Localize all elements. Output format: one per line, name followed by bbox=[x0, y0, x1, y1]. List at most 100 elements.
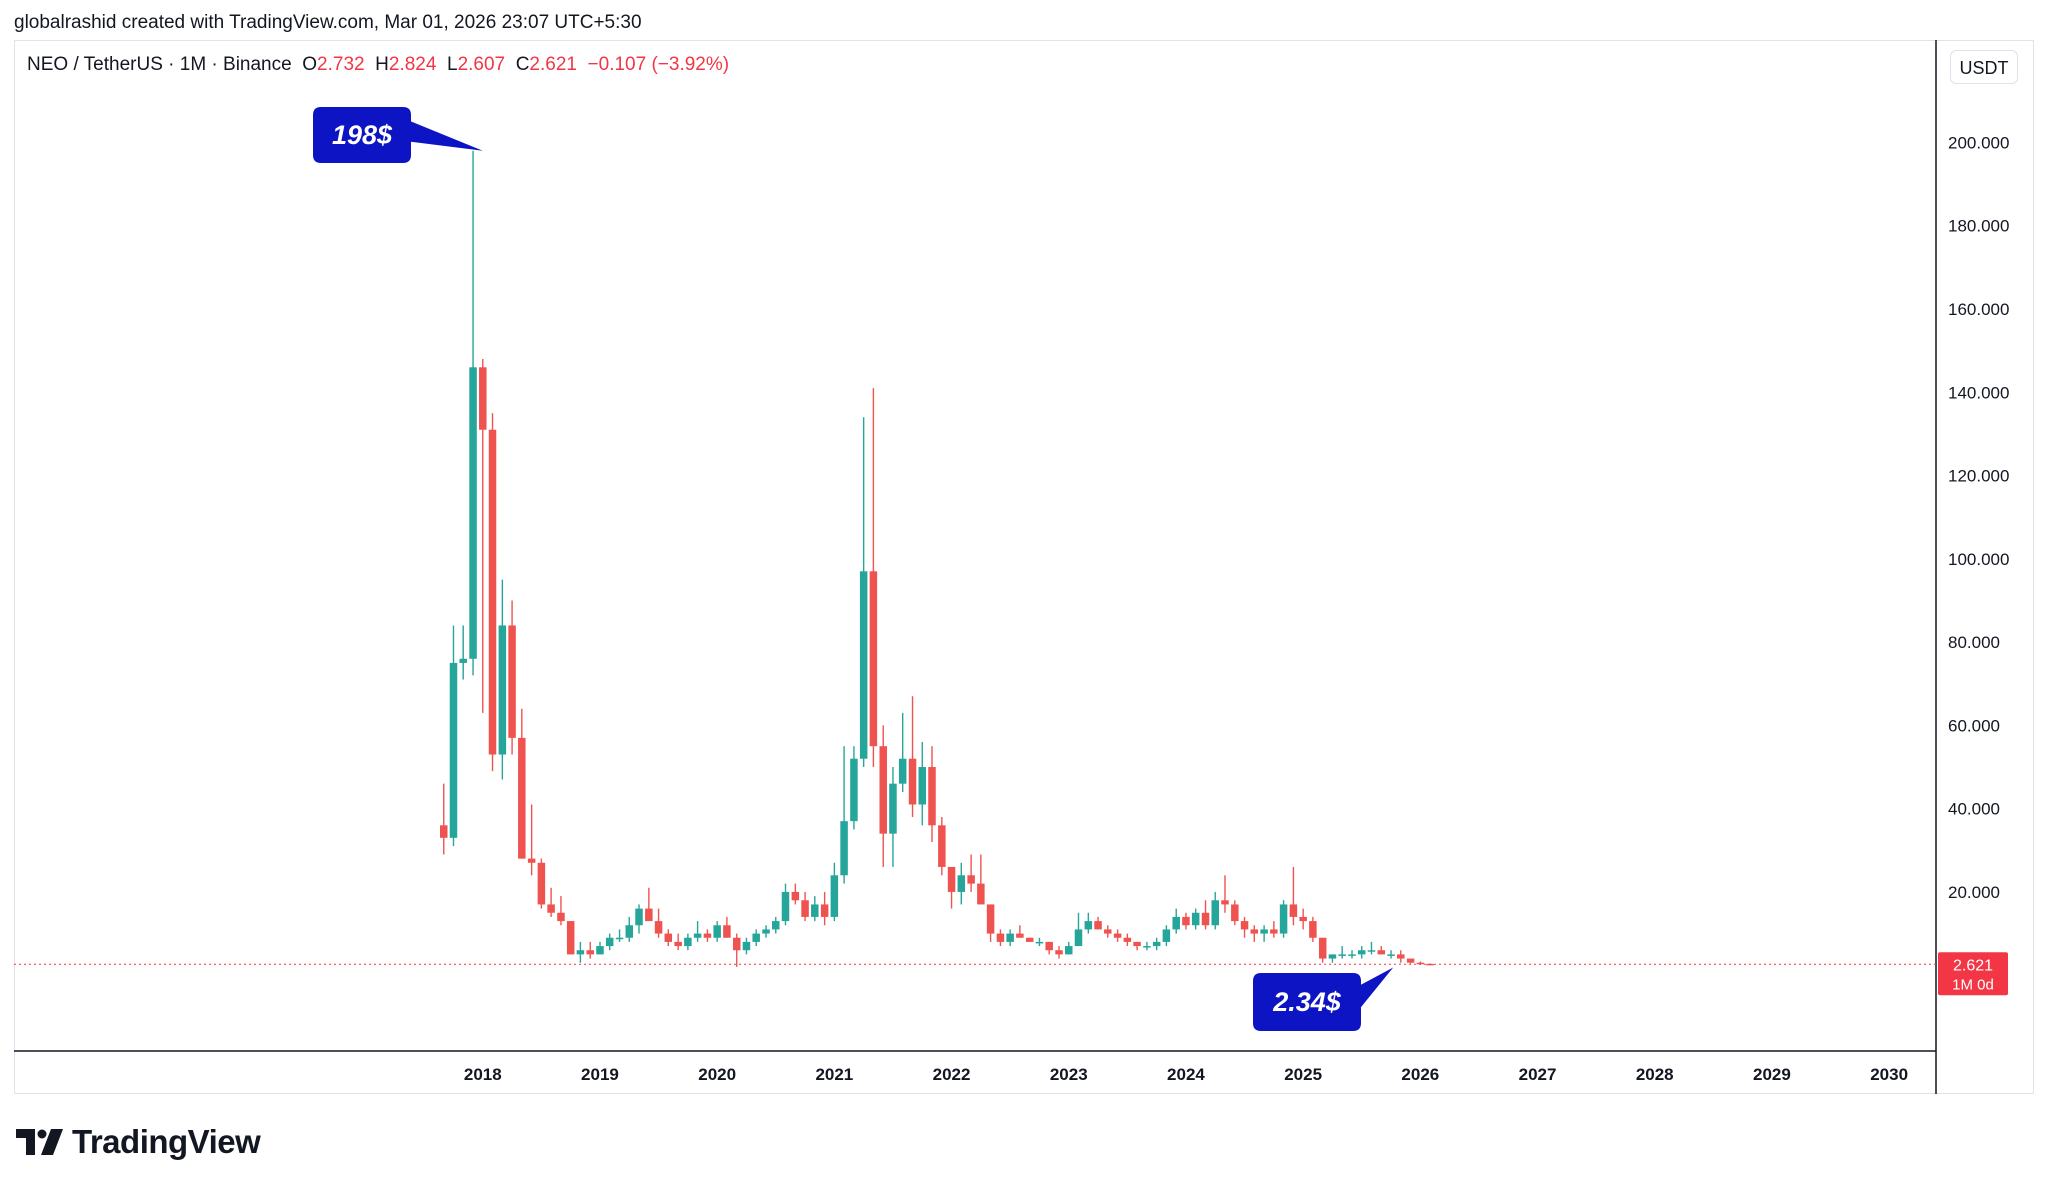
candle-body bbox=[742, 941, 751, 951]
candle-body bbox=[1357, 950, 1366, 955]
candle-body bbox=[1211, 900, 1219, 926]
candle-body bbox=[615, 937, 624, 940]
time-tick-label: 2023 bbox=[1050, 1065, 1088, 1084]
candle-body bbox=[664, 933, 673, 942]
candle-body bbox=[928, 767, 936, 826]
symbol-legend[interactable]: NEO / TetherUS · 1M · Binance O2.732 H2.… bbox=[27, 54, 729, 76]
ath-callout-label: 198$ bbox=[332, 120, 393, 150]
candle-body bbox=[674, 941, 682, 947]
time-tick-label: 2019 bbox=[581, 1065, 619, 1084]
candle-body bbox=[576, 950, 585, 955]
candle-body bbox=[645, 908, 653, 922]
last-price-value: 2.621 bbox=[1953, 957, 1993, 974]
candle-body bbox=[684, 937, 692, 947]
candle-body bbox=[625, 925, 634, 938]
price-tick-label: 60.000 bbox=[1948, 716, 2000, 735]
candle-body bbox=[1397, 954, 1405, 959]
candle-body bbox=[693, 933, 702, 938]
candle-body bbox=[1123, 937, 1132, 942]
symbol-name: NEO / TetherUS · 1M · Binance bbox=[27, 54, 292, 75]
time-tick-label: 2020 bbox=[698, 1065, 736, 1084]
candle-body bbox=[469, 367, 477, 659]
candle-body bbox=[1074, 929, 1083, 947]
candle-body bbox=[830, 875, 839, 917]
candle-body bbox=[1328, 954, 1337, 959]
candle-body bbox=[1143, 946, 1151, 948]
candle-body bbox=[635, 908, 643, 926]
tradingview-logo[interactable]: TradingView bbox=[16, 1123, 261, 1160]
open-value: 2.732 bbox=[317, 54, 365, 75]
candle-body bbox=[801, 900, 809, 917]
time-tick-label: 2029 bbox=[1753, 1065, 1791, 1084]
candle-body bbox=[1025, 937, 1034, 942]
candle-body bbox=[527, 858, 536, 863]
candle-body bbox=[908, 758, 917, 805]
candle-body bbox=[1367, 950, 1376, 952]
candle-body bbox=[1260, 929, 1268, 934]
candle-body bbox=[605, 937, 614, 947]
price-tick-label: 100.000 bbox=[1948, 550, 2009, 569]
candle-body bbox=[1162, 929, 1171, 942]
currency-unit-button[interactable]: USDT bbox=[1950, 50, 2018, 84]
candle-body bbox=[947, 866, 956, 892]
price-tick-label: 160.000 bbox=[1948, 300, 2009, 319]
candle-body bbox=[1270, 929, 1278, 934]
candle-body bbox=[772, 921, 780, 930]
candle-body bbox=[986, 904, 995, 934]
candle-body bbox=[1152, 941, 1161, 947]
time-tick-label: 2028 bbox=[1636, 1065, 1674, 1084]
price-tick-label: 140.000 bbox=[1948, 383, 2009, 402]
candle-body bbox=[840, 821, 848, 876]
price-tick-label: 20.000 bbox=[1948, 883, 2000, 902]
candle-body bbox=[1016, 933, 1024, 938]
candle-body bbox=[938, 825, 946, 867]
candle-body bbox=[977, 883, 985, 905]
candle-body bbox=[1182, 916, 1190, 926]
open-label: O bbox=[302, 54, 318, 75]
candle-body bbox=[654, 921, 663, 934]
candle-body bbox=[518, 737, 526, 859]
candle-body bbox=[781, 891, 790, 922]
candle-body bbox=[1318, 937, 1327, 959]
current-price-callout-label: 2.34$ bbox=[1272, 987, 1342, 1017]
candle-body bbox=[596, 946, 604, 955]
last-price-badge: 2.621 1M 0d bbox=[1938, 952, 2008, 996]
candle-body bbox=[508, 625, 516, 738]
time-tick-label: 2018 bbox=[464, 1065, 502, 1084]
tradingview-logo-icon bbox=[16, 1129, 63, 1155]
candle-body bbox=[811, 904, 819, 917]
ath-callout[interactable]: 198$ bbox=[313, 107, 483, 163]
time-tick-label: 2027 bbox=[1519, 1065, 1557, 1084]
time-tick-label: 2024 bbox=[1167, 1065, 1205, 1084]
candle-body bbox=[1201, 912, 1210, 926]
change-value: −0.107 (−3.92%) bbox=[587, 54, 730, 75]
close-value: 2.621 bbox=[529, 54, 577, 75]
candle-body bbox=[1348, 954, 1356, 956]
candle-body bbox=[1065, 946, 1073, 955]
candles-layer bbox=[440, 150, 1434, 967]
candle-body bbox=[557, 912, 565, 922]
candle-body bbox=[1172, 916, 1180, 930]
candle-body bbox=[1094, 921, 1102, 930]
candle-body bbox=[440, 825, 448, 838]
candle-body bbox=[1406, 958, 1415, 963]
candle-body bbox=[898, 758, 907, 784]
candle-body bbox=[703, 933, 712, 938]
time-scale[interactable]: 2018 2019 2020 2021 2022 2023 2024 2025 2026 2027… bbox=[464, 1065, 1908, 1084]
current-price-callout-shape bbox=[1253, 967, 1394, 1031]
low-value: 2.607 bbox=[457, 54, 506, 75]
price-scale[interactable]: 20.000 40.000 60.000 80.000 100.000 120.000 14… bbox=[1948, 133, 2009, 902]
candle-body bbox=[957, 875, 966, 892]
current-price-callout[interactable]: 2.34$ bbox=[1253, 967, 1394, 1031]
price-tick-label: 40.000 bbox=[1948, 800, 2000, 819]
candle-body bbox=[537, 862, 546, 905]
candle-body bbox=[879, 746, 887, 834]
candle-body bbox=[547, 904, 555, 913]
candle-body bbox=[967, 875, 975, 884]
tradingview-logo-text: TradingView bbox=[72, 1123, 261, 1160]
candle-body bbox=[1240, 921, 1249, 930]
chart-author-line: globalrashid created with TradingView.co… bbox=[14, 12, 642, 33]
price-tick-label: 200.000 bbox=[1948, 133, 2009, 152]
candle-body bbox=[723, 925, 731, 938]
